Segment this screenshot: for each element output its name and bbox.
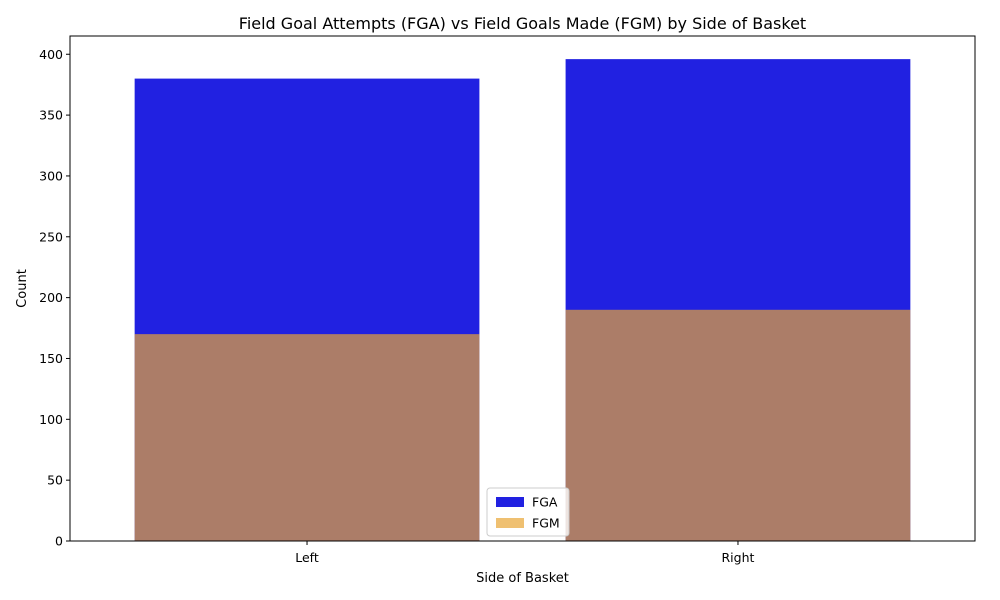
x-axis-label: Side of Basket bbox=[476, 571, 569, 586]
y-tick-label: 50 bbox=[47, 473, 63, 488]
y-tick-label: 0 bbox=[55, 534, 63, 549]
bar-fgm-left bbox=[134, 334, 480, 541]
bars-layer bbox=[134, 59, 911, 541]
y-tick-label: 200 bbox=[39, 290, 63, 305]
x-tick-label-right: Right bbox=[722, 550, 755, 565]
y-tick-label: 250 bbox=[39, 229, 63, 244]
y-tick-label: 400 bbox=[39, 47, 63, 62]
legend-label-fga: FGA bbox=[532, 495, 558, 510]
legend-swatch-fgm bbox=[496, 518, 524, 528]
plot-frame bbox=[69, 35, 976, 542]
x-tick-label-left: Left bbox=[295, 550, 319, 565]
legend-label-fgm: FGM bbox=[532, 516, 560, 531]
y-axis: 0 50 100 150 200 250 300 350 400 bbox=[39, 47, 70, 549]
y-tick-label: 300 bbox=[39, 168, 63, 183]
chart-title: Field Goal Attempts (FGA) vs Field Goals… bbox=[239, 14, 806, 33]
y-axis-label: Count bbox=[15, 269, 30, 308]
y-tick-label: 100 bbox=[39, 412, 63, 427]
y-tick-label: 150 bbox=[39, 351, 63, 366]
y-tick-label: 350 bbox=[39, 108, 63, 123]
legend: FGA FGM bbox=[486, 487, 570, 537]
legend-swatch-fga bbox=[496, 497, 524, 507]
bar-fgm-right bbox=[565, 309, 911, 541]
x-axis: Left Right bbox=[295, 541, 755, 565]
